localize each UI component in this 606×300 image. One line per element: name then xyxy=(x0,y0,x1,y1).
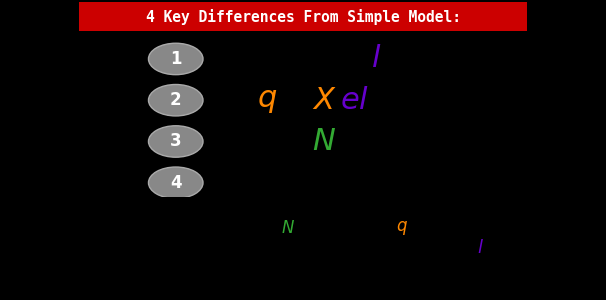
Text: 4: 4 xyxy=(170,174,182,192)
Text: $\left(1-\left(\dfrac{\,\,\,}{c}+.2+\,\,\right)\times\dfrac{1}{10}\right)$: $\left(1-\left(\dfrac{\,\,\,}{c}+.2+\,\,… xyxy=(355,230,553,266)
Text: $=$: $=$ xyxy=(112,238,135,258)
Text: $\mathit{X}$: $\mathit{X}$ xyxy=(312,86,336,115)
Ellipse shape xyxy=(148,43,203,75)
Text: $\mathit{q}$: $\mathit{q}$ xyxy=(256,86,277,115)
FancyBboxPatch shape xyxy=(79,2,527,32)
Text: $N$: $N$ xyxy=(281,219,295,237)
Ellipse shape xyxy=(148,85,203,116)
Text: $\mathit{N}$: $\mathit{N}$ xyxy=(312,127,336,156)
Text: 3: 3 xyxy=(170,133,182,151)
Text: $\mathit{l}$: $\mathit{l}$ xyxy=(370,44,381,74)
Text: $\left(1-\dfrac{1}{2}+\dfrac{1}{2X}+\dfrac{4}{q}\right)$: $\left(1-\dfrac{1}{2}+\dfrac{1}{2X}+\dfr… xyxy=(130,230,282,267)
Ellipse shape xyxy=(148,126,203,157)
Text: $BBR_{frac}$: $BBR_{frac}$ xyxy=(15,238,84,259)
Text: $q$: $q$ xyxy=(396,219,408,237)
Text: 4 Key Differences From Simple Model:: 4 Key Differences From Simple Model: xyxy=(145,9,461,25)
Text: $l$: $l$ xyxy=(477,239,484,257)
Text: $\mathit{el}$: $\mathit{el}$ xyxy=(340,86,369,115)
Text: 1: 1 xyxy=(170,50,181,68)
Text: 2: 2 xyxy=(170,91,182,109)
Ellipse shape xyxy=(148,167,203,199)
Text: $\times$: $\times$ xyxy=(336,239,352,258)
